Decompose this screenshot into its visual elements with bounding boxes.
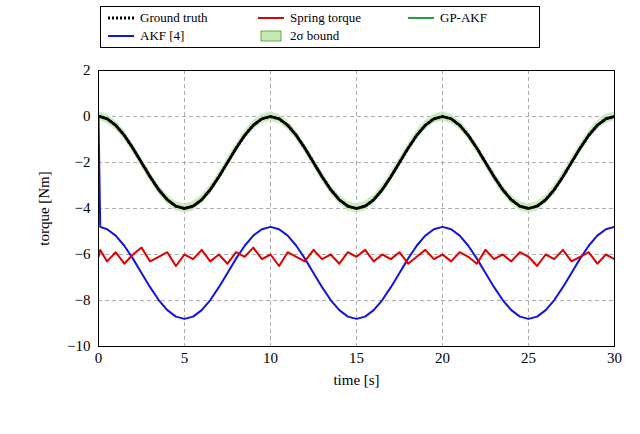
svg-text:30: 30 — [607, 350, 622, 366]
svg-text:−2: −2 — [75, 154, 91, 170]
html-text:Spring torque: Spring torque — [290, 10, 362, 25]
svg-text:10: 10 — [263, 350, 278, 366]
svg-text:25: 25 — [521, 350, 536, 366]
svg-text:20: 20 — [435, 350, 450, 366]
svg-text:−6: −6 — [75, 246, 91, 262]
svg-text:−8: −8 — [75, 292, 91, 308]
svg-text:torque [Nm]: torque [Nm] — [36, 171, 52, 246]
svg-text:2: 2 — [83, 62, 91, 78]
svg-text:−4: −4 — [75, 200, 91, 216]
svg-text:time [s]: time [s] — [333, 372, 379, 388]
svg-text:0: 0 — [83, 108, 91, 124]
html-text:GP-AKF: GP-AKF — [440, 10, 487, 25]
html-text:AKF [4]: AKF [4] — [140, 28, 185, 43]
svg-text:15: 15 — [349, 350, 364, 366]
html-text:2σ bound: 2σ bound — [290, 28, 340, 43]
html-text:Ground truth: Ground truth — [140, 10, 208, 25]
svg-text:0: 0 — [95, 350, 103, 366]
svg-text:−10: −10 — [67, 338, 90, 354]
svg-text:5: 5 — [181, 350, 189, 366]
